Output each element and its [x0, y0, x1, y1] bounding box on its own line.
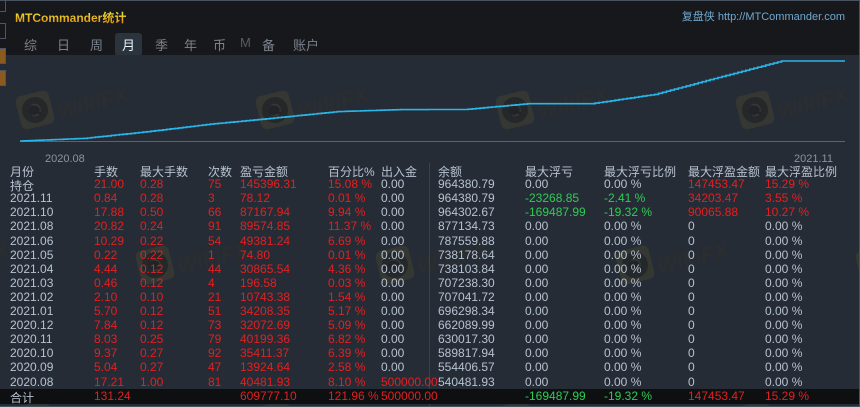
- svg-text:WikiFX: WikiFX: [774, 82, 852, 124]
- svg-text:WikiFX: WikiFX: [54, 82, 132, 124]
- svg-text:WikiFX: WikiFX: [294, 82, 372, 124]
